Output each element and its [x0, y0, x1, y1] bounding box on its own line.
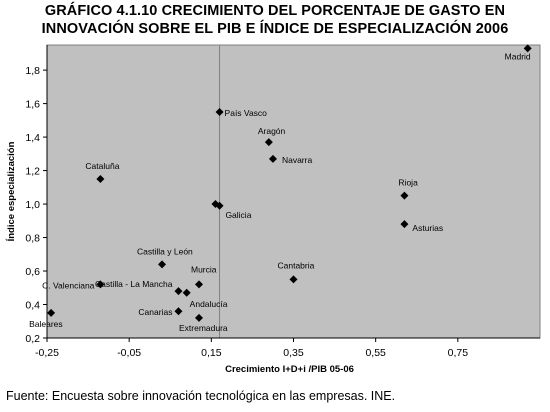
- y-tick-label: 1,8: [25, 65, 40, 77]
- point-label-asturias: Asturias: [412, 223, 443, 233]
- x-axis-label: Crecimiento I+D+i /PIB 05-06: [225, 364, 354, 375]
- data-point-extremadura: [195, 313, 204, 322]
- x-tick-label: 0,15: [201, 347, 222, 359]
- chart-title-line-2: INNOVACIÓN SOBRE EL PIB E ÍNDICE DE ESPE…: [41, 21, 509, 37]
- y-tick-label: 0,8: [25, 233, 40, 245]
- x-tick-label: -0,05: [117, 347, 141, 359]
- x-tick-label: 0,55: [365, 347, 386, 359]
- y-tick-label: 0,4: [25, 300, 40, 312]
- data-point: [215, 201, 224, 210]
- y-axis: 0,2 0,4 0,6 0,8 1,0 1,2 1,4 1,6 1,8: [25, 45, 48, 345]
- data-points: [47, 44, 532, 322]
- y-tick-label: 1,6: [25, 99, 40, 111]
- data-point-rioja: [400, 191, 409, 200]
- point-labels: Madrid País Vasco Aragón Navarra Cataluña Rio…: [29, 51, 531, 333]
- x-tick-label: 0,75: [448, 347, 469, 359]
- x-tick-label: 0,35: [283, 347, 304, 359]
- data-point-asturias: [400, 220, 409, 229]
- data-point-pais-vasco: [215, 107, 224, 116]
- data-point-cataluna: [96, 174, 105, 183]
- point-label-pais-vasco: País Vasco: [225, 108, 268, 118]
- point-label-castilla-la-mancha: Castilla - La Mancha: [95, 279, 173, 289]
- point-label-cataluna: Cataluña: [85, 161, 119, 171]
- chart-title: GRÁFICO 4.1.10 CRECIMIENTO DEL PORCENTAJ…: [0, 2, 550, 38]
- point-label-aragon: Aragón: [258, 126, 286, 136]
- point-label-c-valenciana: C. Valenciana: [42, 280, 95, 290]
- plot-area: [46, 44, 541, 339]
- data-point-murcia: [195, 280, 204, 289]
- source-note: Fuente: Encuesta sobre innovación tecnol…: [6, 389, 396, 403]
- data-point-andalucia: [182, 288, 191, 297]
- data-point-aragon: [264, 138, 273, 147]
- point-label-baleares: Baleares: [29, 319, 63, 329]
- point-label-rioja: Rioja: [398, 178, 418, 188]
- data-point-canarias: [174, 307, 183, 316]
- point-label-extremadura: Extremadura: [179, 323, 228, 333]
- y-tick-label: 0,6: [25, 266, 40, 278]
- point-label-cantabria: Cantabria: [278, 260, 315, 270]
- y-axis-label: Índice especialización: [6, 141, 17, 241]
- data-point-cantabria: [289, 275, 298, 284]
- point-label-canarias: Canarias: [138, 307, 172, 317]
- point-label-navarra: Navarra: [282, 155, 313, 165]
- x-axis: -0,25 -0,05 0,15 0,35 0,55 0,75: [35, 337, 540, 359]
- point-label-murcia: Murcia: [191, 264, 217, 274]
- x-tick-label: -0,25: [35, 347, 59, 359]
- data-point-castilla-y-leon: [158, 260, 167, 269]
- y-tick-label: 1,2: [25, 166, 40, 178]
- point-label-galicia: Galicia: [225, 210, 251, 220]
- chart-title-line-1: GRÁFICO 4.1.10 CRECIMIENTO DEL PORCENTAJ…: [44, 3, 506, 19]
- y-tick-label: 1,4: [25, 132, 40, 144]
- y-tick-label: 1,0: [25, 199, 40, 211]
- point-label-madrid: Madrid: [505, 51, 531, 61]
- data-point-castilla-la-mancha: [174, 287, 183, 296]
- data-point-c-valenciana: [96, 280, 105, 289]
- point-label-andalucia: Andalucía: [190, 299, 228, 309]
- data-point-madrid: [523, 44, 532, 53]
- point-label-castilla-y-leon: Castilla y León: [137, 246, 193, 256]
- y-tick-label: 0,2: [25, 333, 40, 345]
- data-point-navarra: [268, 154, 277, 163]
- data-point-baleares: [47, 308, 56, 317]
